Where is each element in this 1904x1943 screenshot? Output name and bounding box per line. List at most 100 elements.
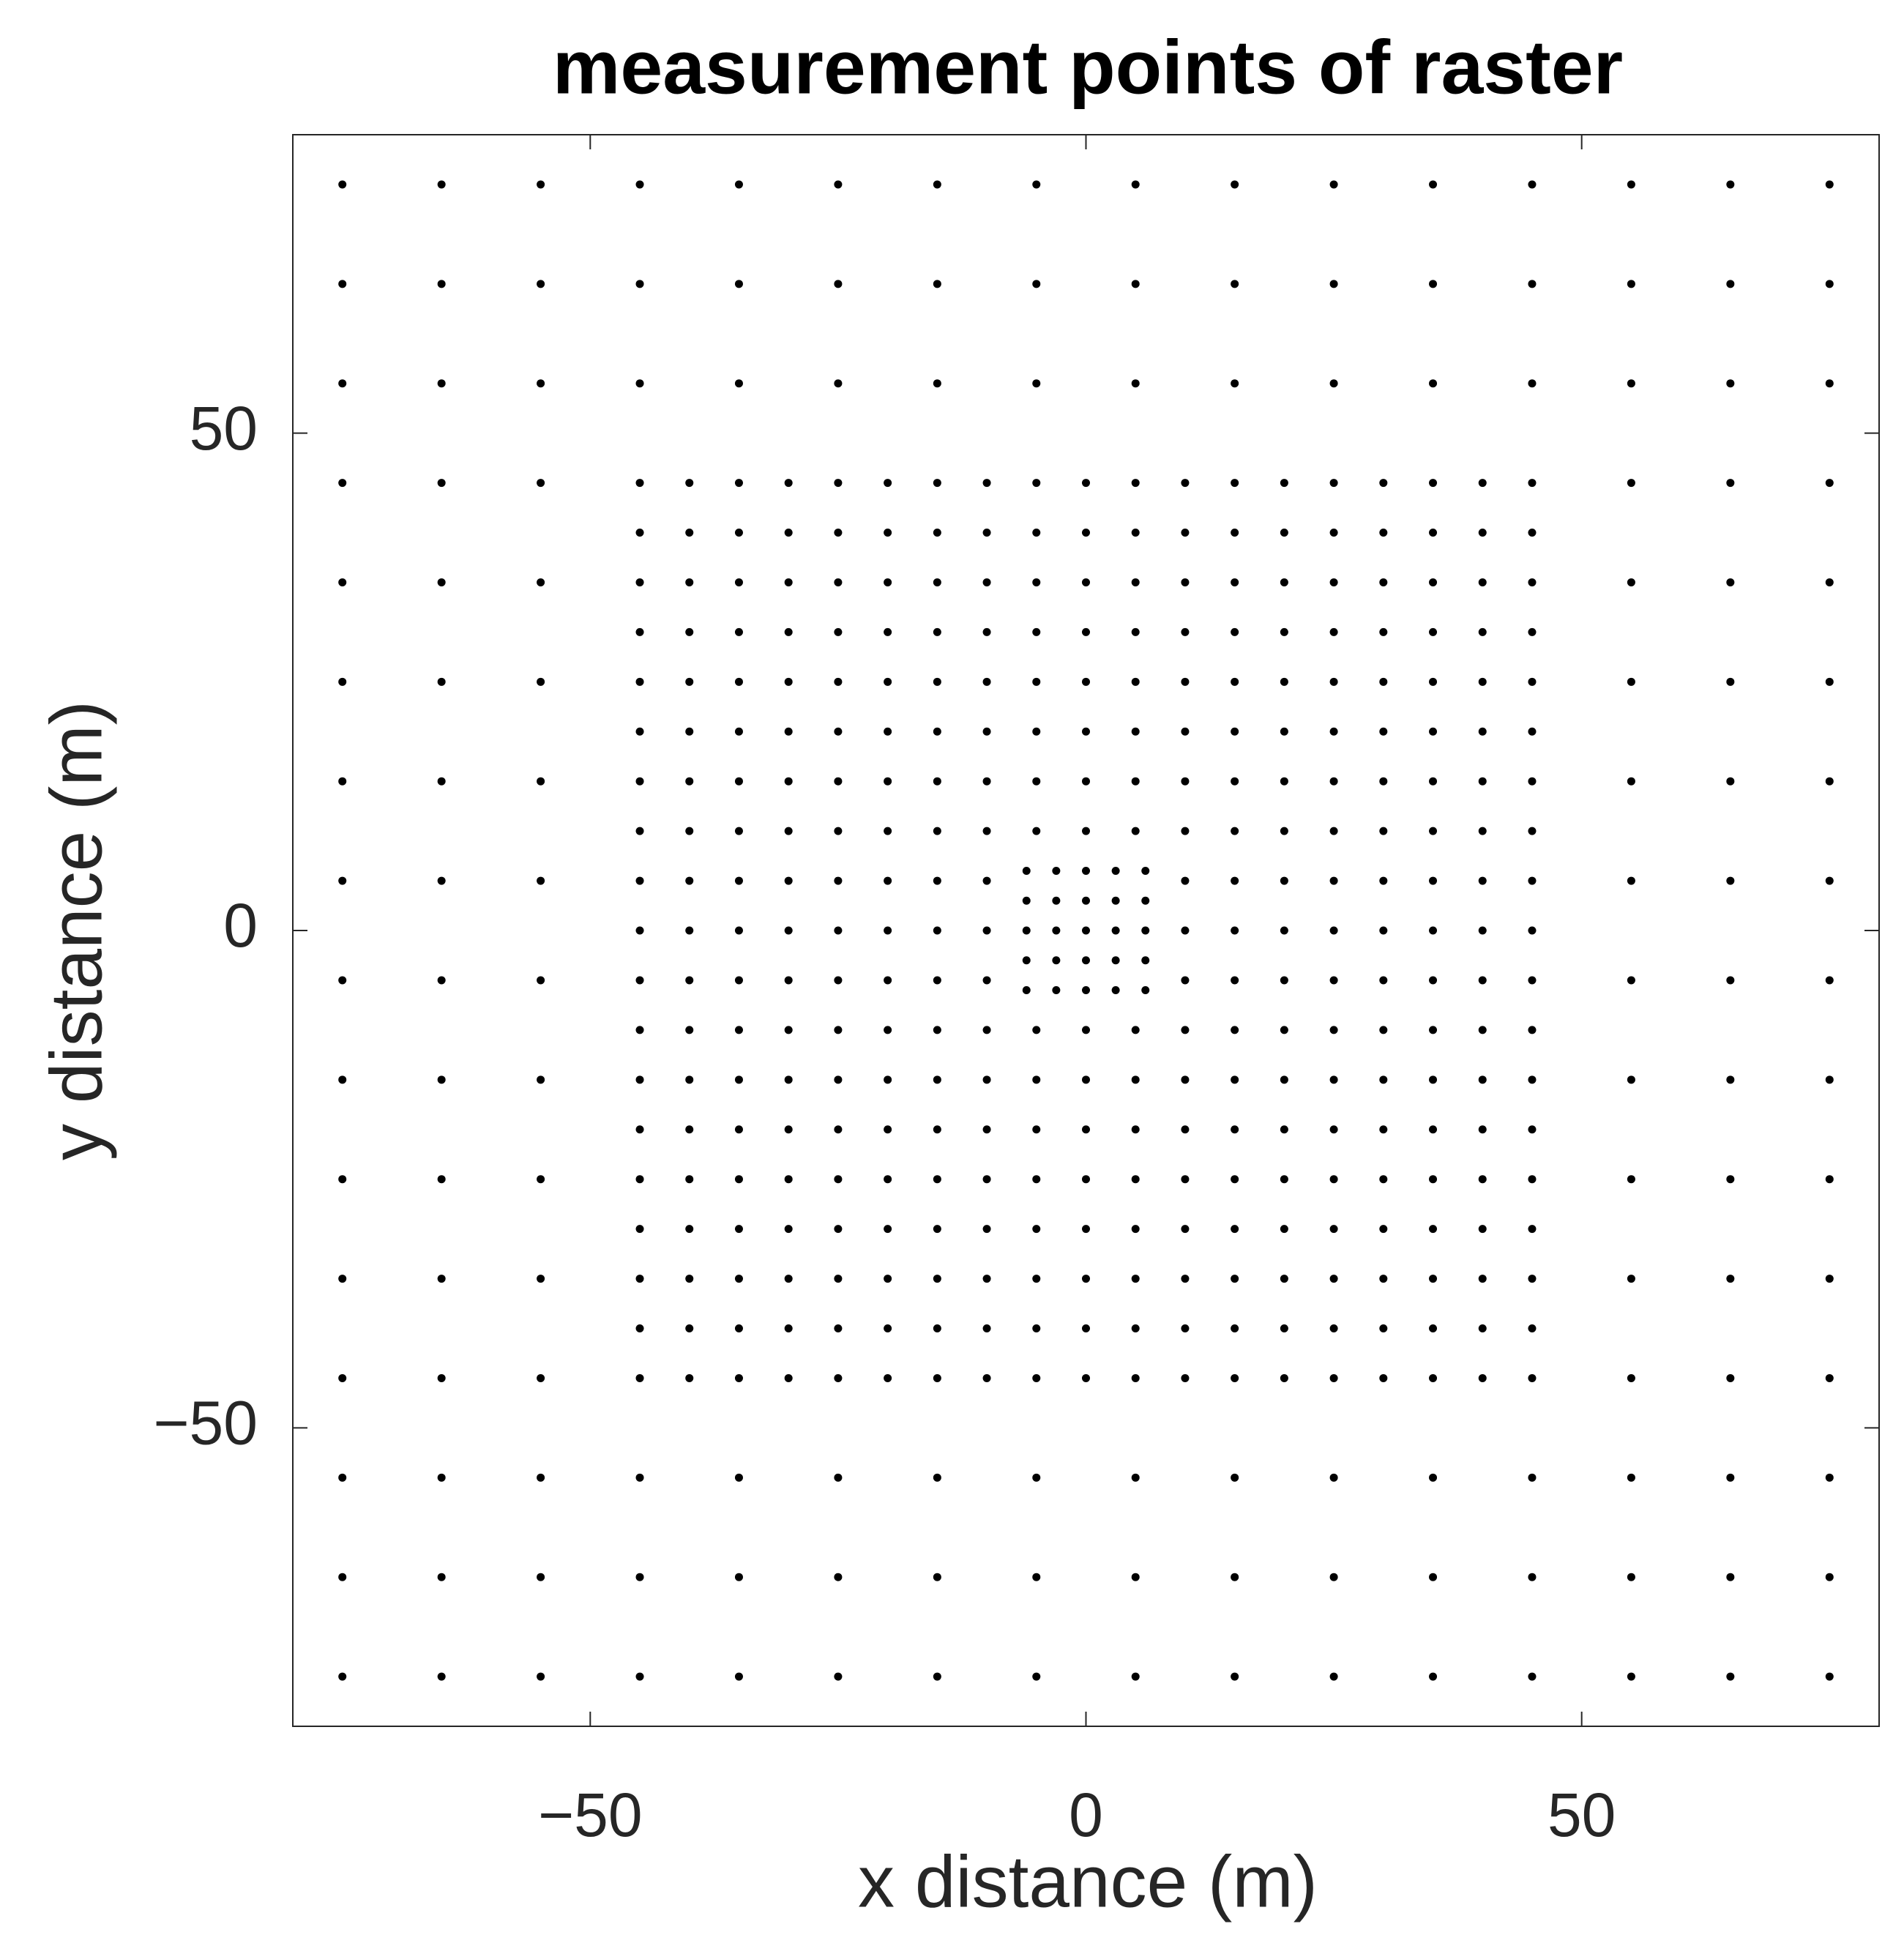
point [1478, 578, 1487, 586]
point [1429, 1275, 1438, 1283]
point [834, 677, 843, 686]
point [1082, 1026, 1090, 1034]
point [437, 1672, 446, 1681]
point [635, 529, 644, 537]
point [1329, 1125, 1338, 1134]
point [734, 827, 743, 835]
point [1726, 1573, 1735, 1581]
point [834, 479, 843, 488]
point [537, 1373, 545, 1382]
x-tick-label: −50 [538, 1780, 643, 1849]
point [1231, 1373, 1239, 1382]
point [1181, 1125, 1190, 1134]
point [1082, 1125, 1090, 1134]
point [834, 627, 843, 636]
point [834, 1275, 843, 1283]
point [1429, 1125, 1438, 1134]
point [1528, 926, 1537, 935]
point [933, 578, 941, 586]
point [685, 1225, 694, 1234]
y-tick-label: 0 [223, 891, 258, 960]
point [1141, 926, 1150, 935]
point [784, 1373, 793, 1382]
point [437, 1373, 446, 1382]
point [1280, 677, 1288, 686]
point [635, 479, 644, 488]
point [1131, 777, 1140, 786]
point [685, 479, 694, 488]
point [1131, 1573, 1140, 1581]
point [1131, 627, 1140, 636]
point [1379, 1026, 1388, 1034]
point [1231, 1324, 1239, 1332]
point [635, 677, 644, 686]
point [437, 1275, 446, 1283]
point [834, 1075, 843, 1084]
point [1329, 1373, 1338, 1382]
point [933, 1324, 941, 1332]
point [635, 727, 644, 736]
point [1082, 896, 1090, 905]
point [1280, 627, 1288, 636]
point [1379, 976, 1388, 985]
point [1379, 1373, 1388, 1382]
point [1032, 1225, 1041, 1234]
point [1231, 1026, 1239, 1034]
point [1528, 1175, 1537, 1184]
point [1280, 1026, 1288, 1034]
point [437, 976, 446, 985]
point [1181, 627, 1190, 636]
point [1111, 926, 1120, 935]
point [1231, 578, 1239, 586]
point [834, 529, 843, 537]
point [1032, 1373, 1041, 1382]
point [1131, 1324, 1140, 1332]
point [1379, 677, 1388, 686]
point [1726, 1275, 1735, 1283]
point [1528, 529, 1537, 537]
point [784, 627, 793, 636]
point [1032, 777, 1041, 786]
point [982, 1225, 991, 1234]
point [1181, 1373, 1190, 1382]
point [1280, 976, 1288, 985]
point [734, 1373, 743, 1382]
point [537, 1075, 545, 1084]
point [1528, 677, 1537, 686]
point [1022, 866, 1031, 875]
point [933, 1473, 941, 1482]
point [338, 1075, 347, 1084]
point [784, 529, 793, 537]
point [982, 1026, 991, 1034]
point [1429, 777, 1438, 786]
point [1627, 578, 1635, 586]
point [338, 280, 347, 288]
point [1528, 1672, 1537, 1681]
point [1429, 578, 1438, 586]
point [734, 1075, 743, 1084]
point [734, 876, 743, 885]
point [1082, 627, 1090, 636]
point [1825, 677, 1834, 686]
point [1627, 1672, 1635, 1681]
point [982, 479, 991, 488]
point [1181, 876, 1190, 885]
point [834, 280, 843, 288]
point [784, 1324, 793, 1332]
point [1528, 1275, 1537, 1283]
point [1379, 876, 1388, 885]
point [1726, 876, 1735, 885]
point [1082, 479, 1090, 488]
point [635, 379, 644, 388]
point [1082, 986, 1090, 995]
point [734, 1225, 743, 1234]
point [734, 280, 743, 288]
point [734, 578, 743, 586]
point [1528, 777, 1537, 786]
point [1329, 1275, 1338, 1283]
point [834, 1125, 843, 1134]
point [1825, 1175, 1834, 1184]
point [1379, 1125, 1388, 1134]
point [437, 677, 446, 686]
